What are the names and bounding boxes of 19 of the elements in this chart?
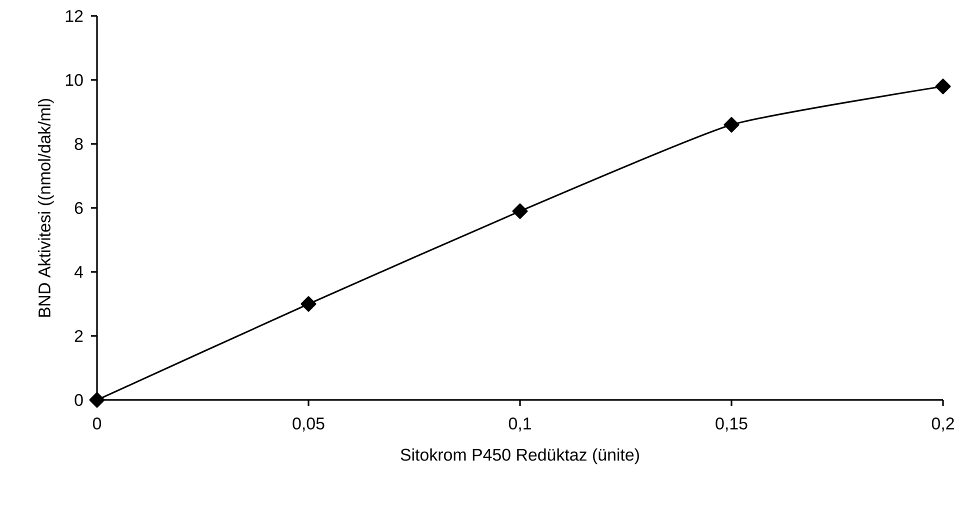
y-tick-label: 2 xyxy=(74,330,83,342)
point xyxy=(89,392,105,408)
x-axis-title: Sitokrom P450 Redüktaz (ünite) xyxy=(400,448,639,464)
point xyxy=(724,116,740,133)
point xyxy=(935,78,951,94)
x-tick-label: 0,15 xyxy=(716,418,748,432)
y-tick-label: 6 xyxy=(74,202,83,214)
point xyxy=(512,203,528,219)
x-tick-label: 0,2 xyxy=(932,418,954,432)
y-tick-label: 4 xyxy=(74,266,83,278)
x-tick-label: 0,1 xyxy=(508,418,531,432)
y-tick-label: 8 xyxy=(74,138,83,150)
y-tick-label: 10 xyxy=(66,74,83,86)
x-tick-label: 0,05 xyxy=(292,418,324,432)
point xyxy=(300,296,316,312)
y-tick-label: 0 xyxy=(74,394,83,406)
y-axis-title: BND Aktivitesi ((nmol/dak/ml) xyxy=(38,98,54,317)
x-tick-label: 0 xyxy=(92,418,102,430)
y-tick-label: 12 xyxy=(66,10,83,22)
